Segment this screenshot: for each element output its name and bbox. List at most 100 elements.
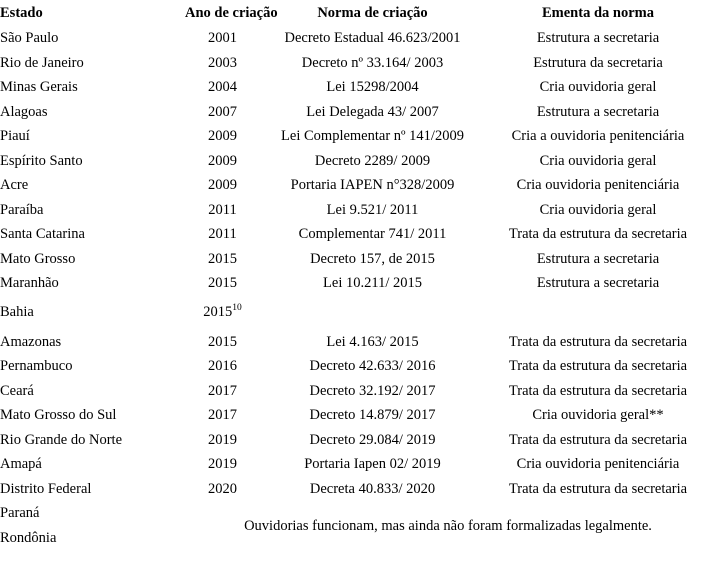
cell-norma-de-criacao: Lei 15298/2004 [326, 79, 419, 95]
column-header-estado: Estado [0, 4, 43, 21]
cell-ano-de-criacao: 2009 [208, 177, 237, 193]
cell-ano-de-criacao: 2011 [208, 226, 237, 242]
column-header-ementa-da-norma: Ementa da norma [542, 4, 654, 21]
cell-estado: Minas Gerais [0, 79, 78, 95]
cell-estado: Pernambuco [0, 358, 73, 374]
cell-norma-de-criacao: Lei 10.211/ 2015 [323, 275, 422, 291]
cell-ano-de-criacao: 2015 [208, 333, 237, 350]
table-row: Ceará 2017 Decreto 32.192/ 2017 Trata da es… [0, 379, 711, 404]
cell-estado: Mato Grosso do Sul [0, 407, 117, 423]
table-row: Amazonas 2015 Lei 4.163/ 2015 Trata da estr… [0, 330, 711, 355]
cell-merged-note: Ouvidorias funcionam, mas ainda não fora… [244, 517, 652, 534]
cell-ementa-da-norma: Cria ouvidoria geral [539, 79, 657, 95]
table-header: Estado Ano de criação Norma de criação E… [0, 0, 711, 26]
cell-estado: Amapá [0, 456, 42, 472]
column-header-ano-de-criacao: Ano de criação [185, 4, 278, 21]
cell-norma-de-criacao: Decreto 42.633/ 2016 [309, 358, 436, 374]
cell-ano-de-criacao: 2003 [208, 54, 237, 71]
cell-ano-de-criacao: 2017 [208, 407, 237, 423]
cell-norma-de-criacao: Decreto 32.192/ 2017 [309, 382, 436, 399]
cell-ano-de-criacao: 2015 [208, 250, 237, 267]
cell-norma-de-criacao: Decreto nº 33.164/ 2003 [301, 54, 444, 71]
cell-estado: Ceará [0, 382, 34, 399]
cell-estado: Paraíba [0, 201, 44, 218]
cell-ementa-da-norma: Estrutura a secretaria [536, 30, 660, 46]
table-row: Rio de Janeiro 2003 Decreto nº 33.164/ 200… [0, 51, 711, 76]
table-row: Paraíba 2011 Lei 9.521/ 2011 Cria ouvidoria… [0, 198, 711, 223]
cell-estado: Mato Grosso [0, 250, 76, 267]
cell-ano-de-criacao: 2001 [208, 30, 237, 46]
table-row: Mato Grosso do Sul 2017 Decreto 14.879/ 20… [0, 403, 711, 428]
table-row: Minas Gerais 2004 Lei 15298/2004 Cria ouvid… [0, 75, 711, 100]
cell-estado: Espírito Santo [0, 152, 83, 169]
cell-estado: Acre [0, 177, 29, 193]
cell-norma-de-criacao: Complementar 741/ 2011 [298, 226, 447, 242]
ano-value: 2015 [203, 304, 233, 321]
cell-ementa-da-norma: Trata da estrutura da secretaria [508, 358, 688, 374]
table-row: Pernambuco 2016 Decreto 42.633/ 2016 Trata … [0, 354, 711, 379]
cell-ementa-da-norma: Trata da estrutura da secretaria [508, 431, 688, 448]
cell-ementa-da-norma: Trata da estrutura da secretaria [508, 226, 688, 242]
cell-ano-de-criacao: 2017 [208, 382, 237, 399]
table-row: Rio Grande do Norte 2019 Decreto 29.084/ 2… [0, 428, 711, 453]
cell-norma-de-criacao: Decreto 14.879/ 2017 [309, 407, 436, 423]
table-row: Rondônia [0, 526, 711, 551]
cell-norma-de-criacao: Portaria IAPEN n°328/2009 [290, 177, 455, 193]
cell-ano-de-criacao: 2020 [208, 480, 237, 497]
cell-ano-de-criacao: 2011 [208, 201, 237, 218]
cell-norma-de-criacao: Portaria Iapen 02/ 2019 [304, 456, 441, 472]
cell-estado: Paraná [0, 505, 40, 522]
cell-estado: Amazonas [0, 333, 62, 350]
cell-ementa-da-norma: Estrutura da secretaria [533, 54, 663, 71]
cell-ementa-da-norma: Trata da estrutura da secretaria [508, 382, 688, 399]
table-row: Santa Catarina 2011 Complementar 741/ 2011… [0, 222, 711, 247]
cell-ementa-da-norma: Estrutura a secretaria [536, 250, 660, 267]
cell-ementa-da-norma: Trata da estrutura da secretaria [508, 333, 688, 350]
cell-norma-de-criacao: Lei Delegada 43/ 2007 [306, 103, 439, 120]
cell-ementa-da-norma: Trata da estrutura da secretaria [508, 480, 688, 497]
cell-ementa-da-norma: Cria ouvidoria geral [539, 201, 657, 218]
table-row: Amapá 2019 Portaria Iapen 02/ 2019 Cria ouv… [0, 452, 711, 477]
cell-ementa-da-norma: Cria ouvidoria geral [539, 152, 657, 169]
table-row: Bahia 201510 [0, 296, 711, 330]
cell-ano-de-criacao: 2016 [208, 358, 237, 374]
cell-estado: Piauí [0, 128, 30, 144]
cell-ano-de-criacao: 201510 [185, 296, 260, 330]
table-row: Maranhão 2015 Lei 10.211/ 2015 Estrutura a … [0, 271, 711, 296]
cell-ano-de-criacao: 2007 [208, 103, 237, 120]
cell-norma-de-criacao: Lei 9.521/ 2011 [326, 201, 419, 218]
table-row: Alagoas 2007 Lei Delegada 43/ 2007 Estrutur… [0, 100, 711, 125]
cell-ementa-da-norma: Estrutura a secretaria [536, 275, 660, 291]
table-row: Distrito Federal 2020 Decreta 40.833/ 2020… [0, 477, 711, 502]
table-row: Paraná Ouvidorias funcionam, mas ainda nã… [0, 501, 711, 533]
table-header-row: Estado Ano de criação Norma de criação E… [0, 0, 711, 26]
cell-norma-de-criacao: Decreto 29.084/ 2019 [309, 431, 436, 448]
table-row: Acre 2009 Portaria IAPEN n°328/2009 Cria ou… [0, 173, 711, 198]
cell-ano-de-criacao: 2004 [208, 79, 237, 95]
cell-estado: Rio Grande do Norte [0, 431, 123, 448]
cell-ementa-da-norma [485, 296, 711, 330]
cell-ementa-da-norma: Estrutura a secretaria [536, 103, 660, 120]
table-row: Mato Grosso 2015 Decreto 157, de 2015 Estru… [0, 247, 711, 272]
cell-ementa-da-norma: Cria a ouvidoria penitenciária [511, 128, 685, 144]
table-row: Piauí 2009 Lei Complementar nº 141/2009 Cri… [0, 124, 711, 149]
cell-ano-de-criacao: 2009 [208, 128, 237, 144]
cell-estado: Rondônia [0, 530, 57, 547]
state-ombudsman-norms-table: Estado Ano de criação Norma de criação E… [0, 0, 711, 551]
table-row: Espírito Santo 2009 Decreto 2289/ 2009 Cria… [0, 149, 711, 174]
cell-estado: Bahia [0, 304, 34, 321]
cell-norma-de-criacao: Lei Complementar nº 141/2009 [281, 128, 464, 144]
cell-ementa-da-norma: Cria ouvidoria penitenciária [516, 177, 680, 193]
cell-ano-de-criacao: 2009 [208, 152, 237, 169]
cell-ano-de-criacao: 2019 [208, 431, 237, 448]
cell-norma-de-criacao: Decreto Estadual 46.623/2001 [284, 30, 461, 46]
cell-ano-de-criacao: 2019 [208, 456, 237, 472]
cell-ano-de-criacao: 2015 [208, 275, 237, 291]
column-header-norma-de-criacao: Norma de criação [317, 4, 428, 21]
cell-ementa-da-norma: Cria ouvidoria penitenciária [516, 456, 680, 472]
cell-norma-de-criacao: Decreta 40.833/ 2020 [309, 480, 436, 497]
cell-norma-de-criacao: Decreto 2289/ 2009 [314, 152, 431, 169]
cell-norma-de-criacao: Lei 4.163/ 2015 [326, 333, 419, 350]
cell-estado: São Paulo [0, 30, 59, 46]
